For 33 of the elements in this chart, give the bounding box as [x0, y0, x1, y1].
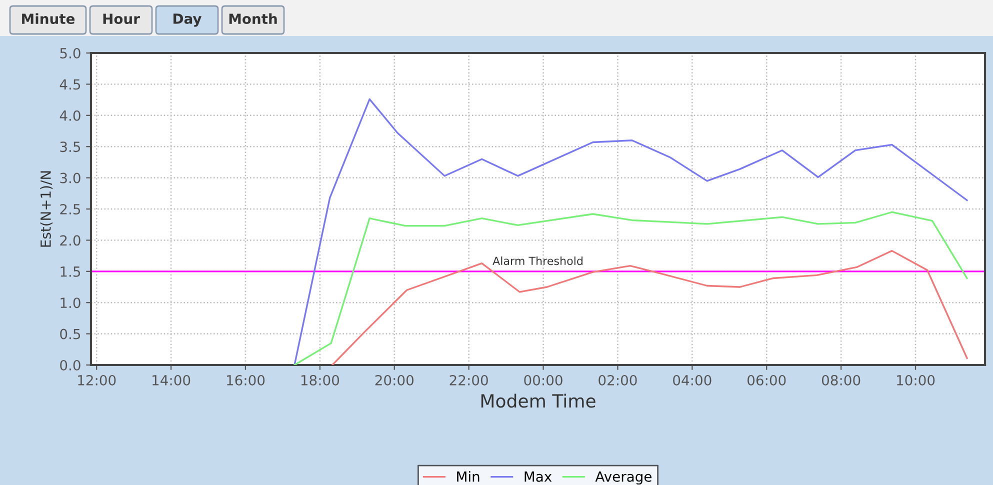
y-tick-label: 1.0: [60, 298, 80, 308]
x-tick-label: 10:00: [897, 374, 935, 386]
y-tick-label: 3.5: [60, 142, 80, 152]
y-tick-label: 0.5: [60, 328, 80, 340]
x-tick-label: 12:00: [78, 374, 116, 386]
x-tick-label: 08:00: [822, 374, 860, 386]
x-tick-label: 06:00: [748, 374, 786, 386]
ref-line-label: Alarm Threshold: [492, 256, 582, 266]
x-tick-label: 20:00: [375, 374, 414, 386]
y-tick-label: 5.0: [60, 48, 80, 58]
y-tick-label: 4.5: [60, 79, 80, 90]
x-tick-label: 00:00: [524, 374, 562, 386]
y-tick-label: 3.0: [60, 172, 80, 184]
y-axis-title: Est(N+1)/N: [40, 171, 53, 247]
y-tick-label: 0.0: [60, 360, 80, 370]
text: Hour: [103, 14, 140, 24]
x-tick-label: 02:00: [598, 374, 637, 386]
y-tick-label: 4.0: [60, 110, 80, 121]
text: Month: [229, 13, 277, 24]
text: Day: [174, 14, 202, 27]
legend-label: Average: [595, 472, 652, 485]
x-axis-title: Modem Time: [481, 394, 596, 408]
y-tick-label: 2.5: [60, 204, 80, 214]
x-tick-label: 16:00: [226, 374, 265, 386]
x-tick-label: 22:00: [450, 374, 488, 386]
legend-label: Max: [524, 472, 552, 482]
text: Minute: [22, 13, 75, 24]
x-tick-label: 14:00: [152, 374, 190, 386]
x-tick-label: 18:00: [301, 374, 340, 386]
legend-label: Min: [457, 471, 480, 482]
y-tick-label: 2.0: [60, 235, 80, 246]
y-tick-label: 1.5: [60, 266, 80, 277]
x-tick-label: 04:00: [673, 374, 712, 386]
